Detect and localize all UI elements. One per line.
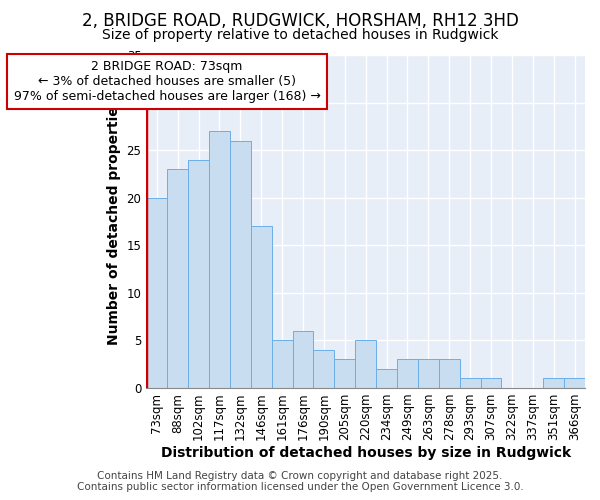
Bar: [251, 226, 272, 388]
Bar: [460, 378, 481, 388]
Bar: [439, 360, 460, 388]
Bar: [167, 169, 188, 388]
Bar: [481, 378, 502, 388]
Bar: [418, 360, 439, 388]
Bar: [188, 160, 209, 388]
X-axis label: Distribution of detached houses by size in Rudgwick: Distribution of detached houses by size …: [161, 446, 571, 460]
Text: 2, BRIDGE ROAD, RUDGWICK, HORSHAM, RH12 3HD: 2, BRIDGE ROAD, RUDGWICK, HORSHAM, RH12 …: [82, 12, 518, 30]
Bar: [564, 378, 585, 388]
Bar: [313, 350, 334, 388]
Bar: [355, 340, 376, 388]
Bar: [293, 331, 313, 388]
Bar: [230, 140, 251, 388]
Text: Size of property relative to detached houses in Rudgwick: Size of property relative to detached ho…: [102, 28, 498, 42]
Bar: [543, 378, 564, 388]
Bar: [146, 198, 167, 388]
Bar: [376, 369, 397, 388]
Bar: [272, 340, 293, 388]
Text: 2 BRIDGE ROAD: 73sqm
← 3% of detached houses are smaller (5)
97% of semi-detache: 2 BRIDGE ROAD: 73sqm ← 3% of detached ho…: [14, 60, 320, 103]
Y-axis label: Number of detached properties: Number of detached properties: [107, 98, 121, 345]
Bar: [397, 360, 418, 388]
Bar: [209, 131, 230, 388]
Bar: [334, 360, 355, 388]
Text: Contains HM Land Registry data © Crown copyright and database right 2025.
Contai: Contains HM Land Registry data © Crown c…: [77, 471, 523, 492]
